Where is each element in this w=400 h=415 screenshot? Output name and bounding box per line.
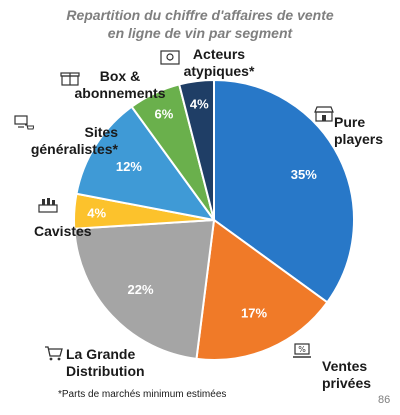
chart-title: Repartition du chiffre d'affaires de ven… <box>0 6 400 42</box>
label-grande-distribution: La Grande Distribution <box>66 346 145 379</box>
pie-slice-sites-g-n-ralistes <box>75 105 217 222</box>
pie-percent-labels: 35% 17% 22% 4% 12% 6% 4% <box>87 96 317 320</box>
pie-slice-acteurs-atypiques <box>177 78 215 221</box>
label-sites-generalistes: Sites généralistes* <box>30 124 118 157</box>
lightbulb-screen-icon <box>160 50 180 65</box>
pie-percent-label: 17% <box>241 306 267 321</box>
pie-slice-la-grande-distribution <box>73 218 216 361</box>
pie-percent-label: 6% <box>155 107 174 122</box>
wine-bottles-icon <box>38 198 58 213</box>
label-pure-players: Pure players <box>334 114 384 147</box>
pie-percent-label: 35% <box>291 167 317 182</box>
page-number: 86 <box>378 394 391 406</box>
pie-percent-label: 4% <box>190 96 209 111</box>
pie-slices <box>73 78 355 361</box>
pie-slice-ventes-priv-es <box>195 218 329 361</box>
pie-percent-label: 4% <box>87 206 106 221</box>
label-ventes-privees: Ventes privées <box>322 358 372 391</box>
computer-cart-icon <box>14 115 34 130</box>
storefront-icon <box>314 106 334 122</box>
gift-box-icon <box>60 72 80 86</box>
svg-text:%: % <box>298 345 306 354</box>
label-cavistes: Cavistes <box>34 223 92 239</box>
label-acteurs-atypiques: Acteurs atypiques* <box>183 46 255 79</box>
shopping-cart-icon <box>45 346 63 361</box>
pie-percent-label: 12% <box>116 159 142 174</box>
pie-slice-pure-players <box>213 78 355 304</box>
laptop-percent-icon: % <box>293 343 311 358</box>
chart-title-line-1: Repartition du chiffre d'affaires de ven… <box>66 7 334 23</box>
pie-percent-label: 22% <box>128 282 154 297</box>
footnote: *Parts de marchés minimum estimées <box>58 389 227 400</box>
label-box-abonnements: Box & abonnements <box>74 68 166 101</box>
chart-title-line-2: en ligne de vin par segment <box>107 25 293 41</box>
